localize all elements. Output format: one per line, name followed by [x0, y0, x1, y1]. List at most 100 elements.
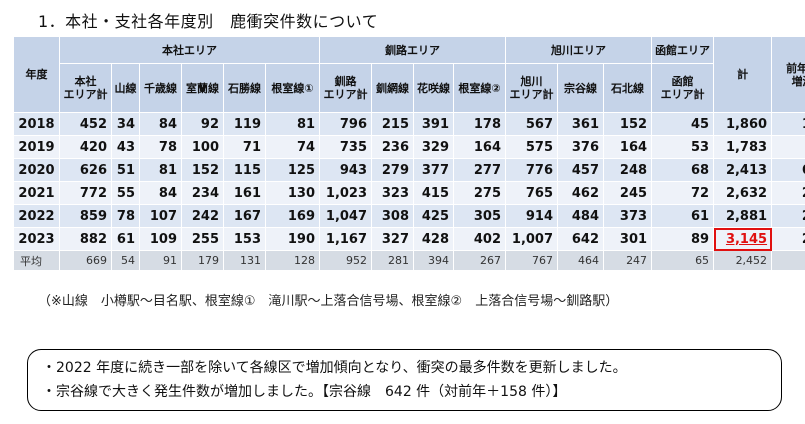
- header-column-text: 室蘭線: [186, 81, 219, 95]
- value-cell: 81: [139, 158, 182, 182]
- total-value: 3,145: [725, 231, 768, 247]
- average-cell: 267: [453, 250, 507, 271]
- average-cell: 131: [223, 250, 266, 271]
- header-column-text: 山線: [114, 81, 137, 95]
- header-column: 根室線②: [453, 63, 507, 113]
- header-column-text: 石北線: [611, 81, 645, 95]
- header-column: 千歳線: [139, 63, 182, 113]
- yoy-cell: 264: [771, 227, 805, 251]
- header-column-text: 石勝線: [228, 81, 261, 95]
- year-cell: 2020: [13, 158, 60, 182]
- header-column-text: 根室線②: [458, 81, 501, 95]
- header-column-text: 千歳線: [144, 81, 177, 95]
- value-cell: 914: [505, 204, 559, 228]
- value-cell: 248: [603, 158, 653, 182]
- value-cell: 735: [319, 135, 373, 159]
- footnote: （※山線 小樽駅～目名駅、根室線① 滝川駅～上落合信号場、根室線② 上落合信号場…: [38, 294, 619, 309]
- yoy-cell: 249: [771, 204, 805, 228]
- value-cell: 92: [181, 112, 224, 136]
- value-cell: 373: [603, 204, 653, 228]
- value-cell: 377: [413, 158, 455, 182]
- table-row: 2019 420 43 78 100 71 74 735 236 329 164 575 376 164 5…: [13, 135, 805, 159]
- value-cell: 943: [319, 158, 373, 182]
- value-cell: 153: [223, 227, 266, 251]
- value-cell: 796: [319, 112, 373, 136]
- yoy-cell: -77: [771, 135, 805, 159]
- value-cell: 164: [603, 135, 653, 159]
- average-cell: 54: [111, 250, 140, 271]
- value-cell: 190: [264, 227, 321, 251]
- value-cell: 55: [111, 181, 140, 205]
- value-cell: 277: [453, 158, 507, 182]
- value-cell: 119: [223, 112, 266, 136]
- value-cell: 457: [557, 158, 605, 182]
- total-cell-highlight: 3,145: [713, 227, 773, 251]
- header-column: 釧網線: [371, 63, 415, 113]
- value-cell: 305: [453, 204, 507, 228]
- value-cell: 859: [59, 204, 112, 228]
- average-cell: 247: [603, 250, 653, 271]
- year-cell: 2022: [13, 204, 60, 228]
- value-cell: 115: [223, 158, 266, 182]
- table-row: 2022 859 78 107 242 167 169 1,047 308 425 305 914 48…: [13, 204, 805, 228]
- value-cell: 51: [111, 158, 140, 182]
- value-cell: 242: [181, 204, 224, 228]
- table-row: 2021 772 55 84 234 161 130 1,023 323 415 275 765 462…: [13, 181, 805, 205]
- value-cell: 642: [557, 227, 605, 251]
- average-cell: 65: [651, 250, 715, 271]
- average-cell: 281: [371, 250, 415, 271]
- value-cell: 61: [651, 204, 715, 228]
- value-cell: 107: [139, 204, 182, 228]
- header-column-text: 根室線①: [271, 81, 314, 95]
- average-cell: 179: [181, 250, 224, 271]
- year-cell: 2023: [13, 227, 60, 251]
- value-cell: 100: [181, 135, 224, 159]
- yoy-cell: 219: [771, 181, 805, 205]
- yoy-cell: 630: [771, 158, 805, 182]
- value-cell: 452: [59, 112, 112, 136]
- value-cell: 167: [223, 204, 266, 228]
- average-cell: 952: [319, 250, 373, 271]
- table-row: 2023 882 61 109 255 153 190 1,167 327 428 402 1,007…: [13, 227, 805, 251]
- value-cell: 109: [139, 227, 182, 251]
- summary-box: ・2022 年度に続き一部を除いて各線区で増加傾向となり、衝突の最多件数を更新し…: [27, 349, 782, 411]
- header-group-hakodate: 函館エリア: [651, 36, 715, 64]
- header-group-asahikawa: 旭川エリア: [505, 36, 653, 64]
- header-column: 本社 エリア計: [59, 63, 112, 113]
- value-cell: 72: [651, 181, 715, 205]
- value-cell: 178: [453, 112, 507, 136]
- header-column-text: 函館: [671, 75, 694, 88]
- value-cell: 255: [181, 227, 224, 251]
- header-column-text: エリア計: [509, 88, 554, 101]
- header-year: 年度: [13, 36, 60, 113]
- average-yoy: [771, 250, 805, 271]
- value-cell: 391: [413, 112, 455, 136]
- header-column-text: 本社: [74, 75, 97, 88]
- header-column: 函館 エリア計: [651, 63, 715, 113]
- header-yoy-line2: 増減: [791, 74, 805, 88]
- value-cell: 402: [453, 227, 507, 251]
- header-column-text: 宗谷線: [564, 81, 598, 95]
- value-cell: 53: [651, 135, 715, 159]
- header-column-text: エリア計: [660, 88, 705, 101]
- header-column-text: エリア計: [63, 88, 108, 101]
- value-cell: 245: [603, 181, 653, 205]
- average-label: 平均: [13, 250, 60, 271]
- total-cell: 2,413: [713, 158, 773, 182]
- header-group-honsha: 本社エリア: [58, 36, 321, 64]
- year-cell: 2019: [13, 135, 60, 159]
- header-column-text: 釧網線: [376, 81, 410, 95]
- value-cell: 428: [413, 227, 455, 251]
- header-column: 根室線①: [264, 63, 321, 113]
- header-column: 宗谷線: [557, 63, 605, 113]
- header-column-text: 釧路: [334, 75, 357, 88]
- value-cell: 323: [371, 181, 415, 205]
- value-cell: 74: [264, 135, 321, 159]
- value-cell: 329: [413, 135, 455, 159]
- average-total: 2,452: [713, 250, 773, 271]
- total-cell: 2,881: [713, 204, 773, 228]
- header-column: 花咲線: [413, 63, 455, 113]
- average-cell: 91: [139, 250, 182, 271]
- value-cell: 1,167: [319, 227, 373, 251]
- value-cell: 78: [139, 135, 182, 159]
